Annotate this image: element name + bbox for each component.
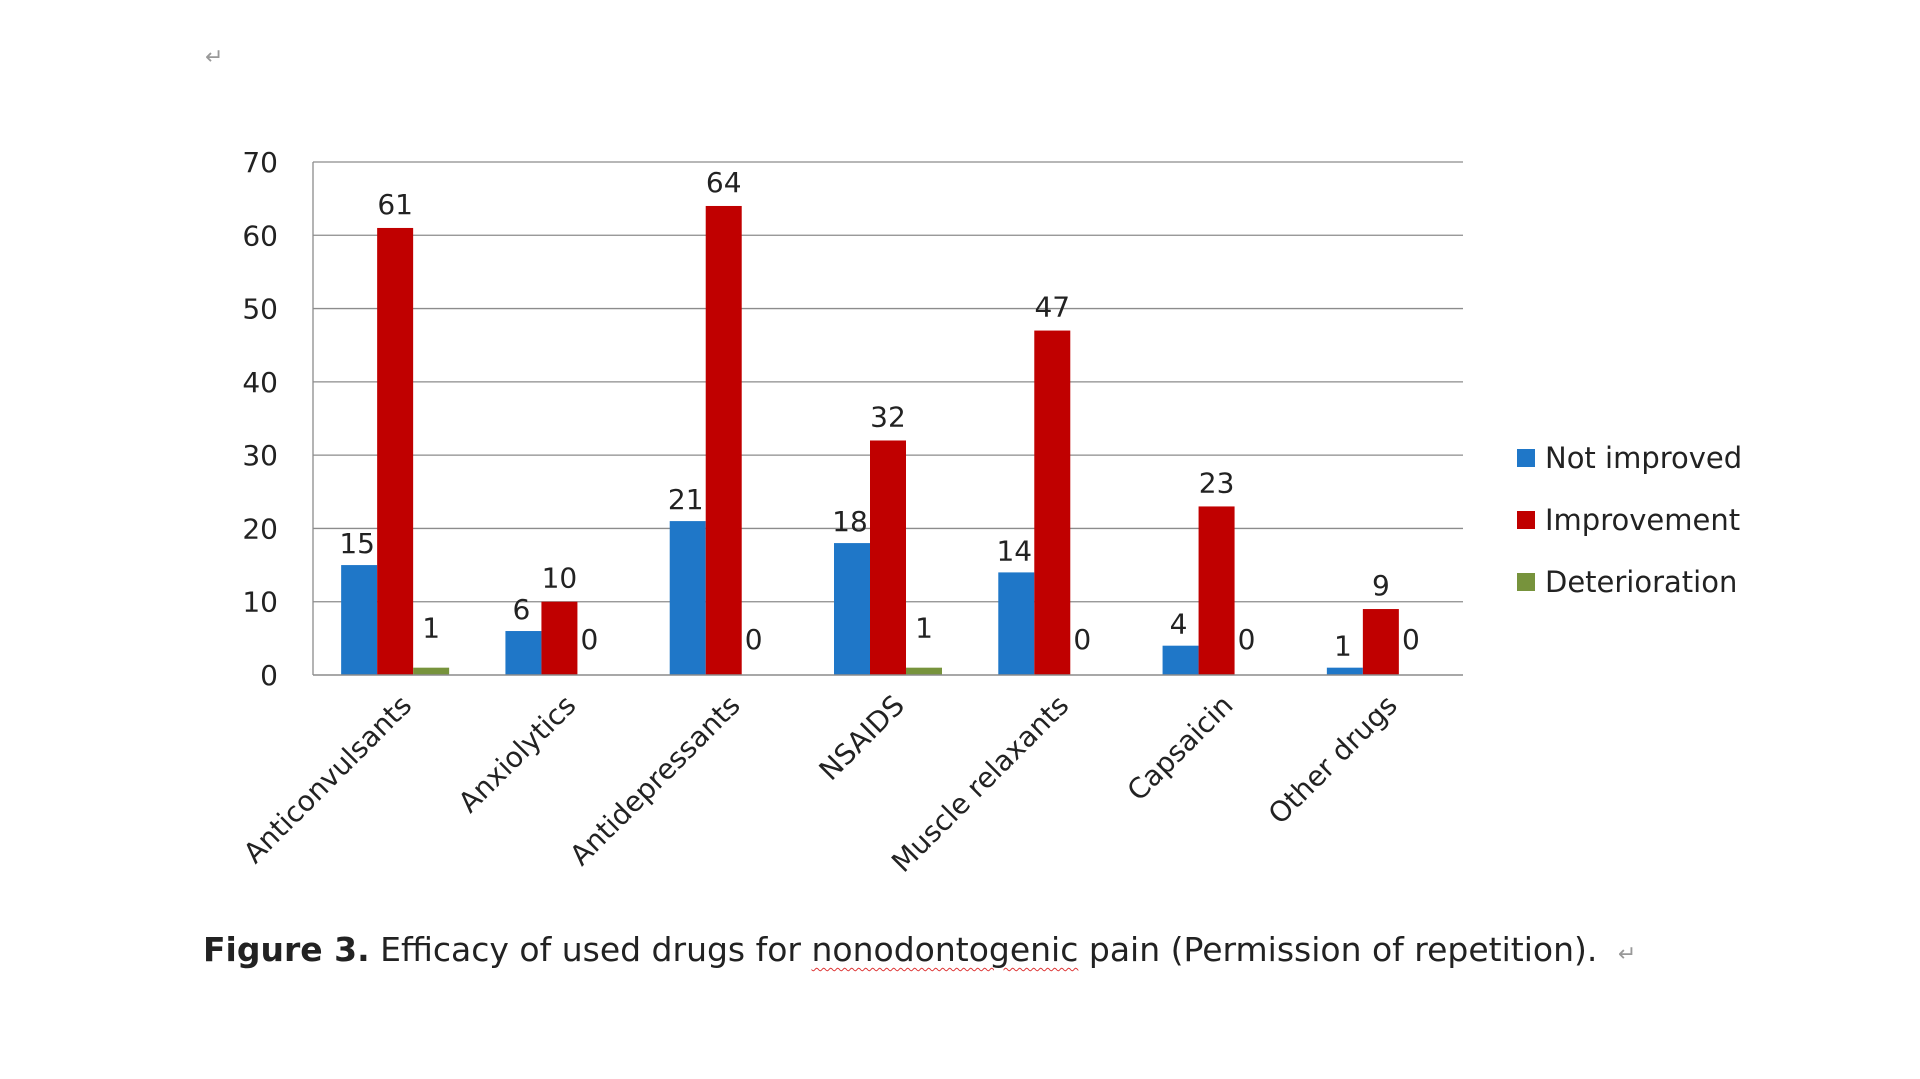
y-tick-label: 10: [242, 586, 278, 619]
x-category-label: Anticonvulsants: [237, 689, 418, 870]
bar-not-improved: [1162, 645, 1199, 675]
legend-swatch: [1517, 511, 1535, 529]
bar-not-improved: [834, 543, 870, 675]
bar-not-improved: [505, 631, 542, 675]
bar-improvement: [1034, 330, 1071, 675]
legend: Not improved Improvement Deterioration: [1517, 441, 1742, 599]
bar-not-improved: [998, 572, 1035, 675]
paragraph-mark-icon: ↵: [1617, 942, 1637, 967]
x-category-label: Capsaicin: [1121, 689, 1240, 808]
data-label: 4: [1170, 608, 1188, 641]
data-label: 10: [542, 562, 578, 595]
bar-improvement: [1198, 506, 1235, 675]
data-label: 21: [668, 483, 704, 516]
paragraph-mark-icon: ↵: [205, 45, 224, 70]
data-label: 1: [422, 612, 440, 645]
bar-not-improved: [341, 565, 378, 675]
axes: [312, 162, 1463, 676]
data-label: 1: [1334, 630, 1352, 663]
caption-misspelled-word: nonodontogenic: [811, 930, 1079, 969]
y-tick-label: 20: [242, 512, 278, 545]
y-tick-label: 60: [242, 219, 278, 252]
bar-improvement: [705, 205, 742, 675]
bar-not-improved: [1326, 667, 1363, 675]
caption-text-before: Efficacy of used drugs for: [380, 930, 801, 969]
data-label: 15: [339, 527, 375, 560]
y-tick-label: 30: [242, 439, 278, 472]
data-label: 6: [513, 593, 531, 626]
bar-improvement: [870, 440, 906, 675]
bar-improvement: [541, 601, 578, 675]
data-label: 14: [996, 534, 1032, 567]
bar-not-improved: [669, 521, 706, 675]
y-tick-label: 40: [242, 366, 278, 399]
legend-swatch: [1517, 573, 1535, 591]
x-category-label: Antidepressants: [563, 689, 746, 872]
x-category-label: Muscle relaxants: [885, 689, 1075, 879]
data-label: 0: [1073, 623, 1091, 656]
x-category-label: NSAIDS: [813, 689, 911, 787]
data-label: 18: [832, 505, 868, 538]
figure-caption: Figure 3. Efficacy of used drugs for non…: [203, 930, 1636, 969]
x-category-label: Anxiolytics: [452, 689, 582, 819]
data-label: 0: [1402, 623, 1420, 656]
bars: [341, 205, 1399, 675]
data-label: 23: [1199, 466, 1235, 499]
data-label: 32: [870, 400, 906, 433]
data-label: 0: [745, 623, 763, 656]
x-category-label: Other drugs: [1262, 689, 1404, 831]
legend-label: Improvement: [1545, 503, 1740, 537]
y-tick-label: 70: [242, 146, 278, 179]
data-label: 0: [1238, 623, 1256, 656]
data-label: 9: [1372, 569, 1390, 602]
x-axis-category-labels: Anticonvulsants AnxiolyticsAntidepressant…: [237, 689, 1404, 879]
bar-deterioration: [413, 667, 450, 675]
y-tick-label: 50: [242, 293, 278, 326]
data-label: 61: [377, 188, 413, 221]
legend-swatch: [1517, 449, 1535, 467]
bar-deterioration: [906, 667, 942, 675]
y-tick-label: 0: [260, 659, 278, 692]
legend-label: Deterioration: [1545, 565, 1737, 599]
data-label: 1: [915, 612, 933, 645]
data-label: 64: [706, 166, 742, 199]
data-label: 0: [581, 623, 599, 656]
caption-text-after: pain (Permission of repetition).: [1088, 930, 1598, 969]
bar-improvement: [1362, 609, 1399, 675]
data-label: 47: [1034, 291, 1070, 324]
caption-figure-label: Figure 3.: [203, 930, 370, 969]
legend-label: Not improved: [1545, 441, 1742, 475]
bar-improvement: [377, 227, 414, 675]
y-axis-ticks: 0 10 20 30 40 50 60 70: [242, 146, 278, 692]
